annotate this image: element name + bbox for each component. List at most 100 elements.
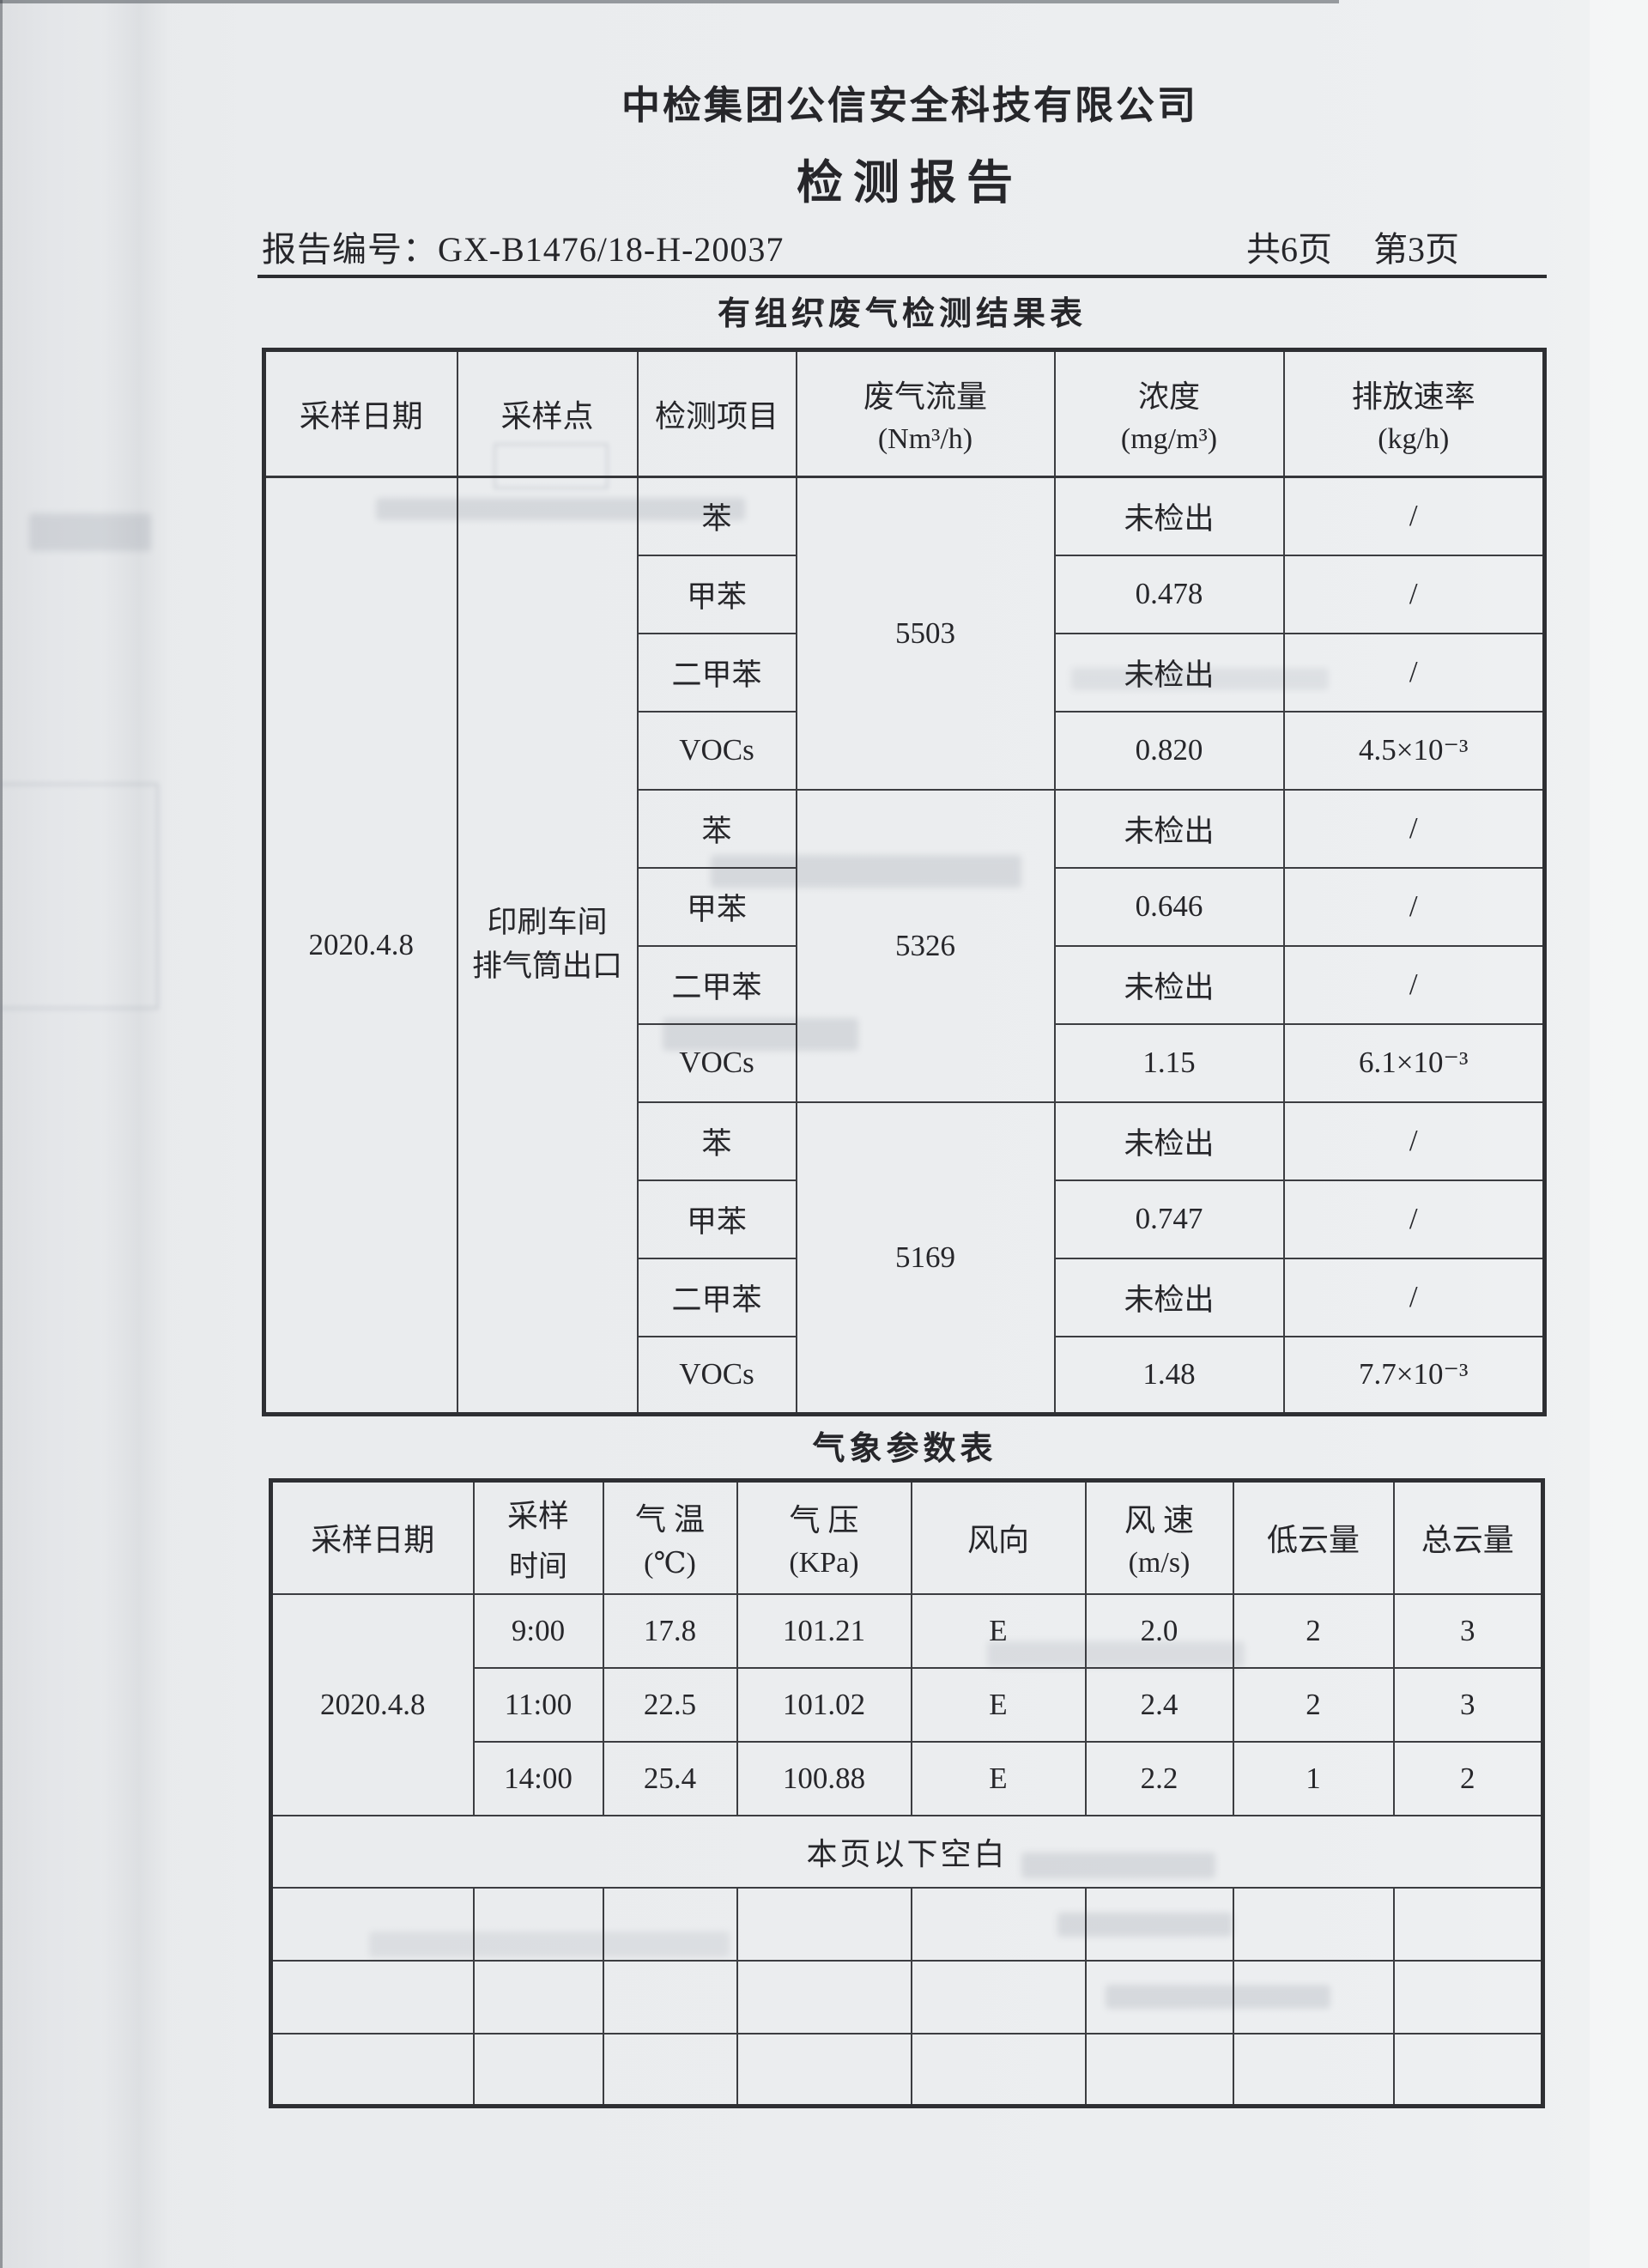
cell-emission-rate: /: [1282, 476, 1546, 556]
cell-emission-rate: /: [1282, 1101, 1546, 1181]
cell-sample-date: 2020.4.8: [270, 1592, 475, 1816]
cell-gas-flow: 5169: [795, 1101, 1056, 1416]
cell-concentration: 1.15: [1053, 1022, 1285, 1103]
cell-air-pressure: 100.88: [736, 1740, 912, 1816]
col-header-gas-flow: 废气流量 (Nm³/h): [795, 349, 1056, 478]
cell-wind-speed: 2.4: [1084, 1666, 1234, 1743]
col-header-low-cloud: 低云量: [1232, 1479, 1395, 1595]
empty-cell: [736, 2032, 912, 2107]
page-right-edge: [1590, 0, 1648, 2268]
cell-test-item: 甲苯: [636, 866, 797, 947]
cell-emission-rate: 4.5×10⁻³: [1282, 710, 1546, 791]
cell-emission-rate: /: [1282, 554, 1546, 634]
cell-emission-rate: /: [1282, 944, 1546, 1025]
page-number: 第3页: [1373, 230, 1459, 269]
weather-parameter-table: 采样日期 采样 时间 气 温 (℃) 气 压 (KPa) 风向 风 速 (m/s) 低云…: [269, 1478, 1545, 2108]
cell-low-cloud: 2: [1232, 1592, 1395, 1669]
cell-test-item: VOCs: [636, 1022, 797, 1103]
cell-test-item: 二甲苯: [636, 632, 797, 713]
gas-table-title: 有组织废气检测结果表: [717, 296, 1087, 332]
col-header-sample-point: 采样点: [456, 349, 639, 478]
table-row: 11:00 22.5 101.02 E 2.4 2 3: [271, 1666, 1544, 1743]
cell-wind-speed: 2.0: [1084, 1592, 1234, 1669]
cell-concentration: 1.48: [1053, 1335, 1285, 1416]
empty-row: [270, 2032, 1544, 2107]
report-title: 检测报告: [797, 157, 1023, 209]
empty-cell: [602, 1959, 738, 2035]
cell-concentration: 0.747: [1053, 1179, 1285, 1259]
report-number-label: 报告编号：: [262, 230, 438, 269]
empty-cell: [472, 1959, 604, 2035]
cell-sample-time: 14:00: [472, 1740, 604, 1816]
table-row: VOCs 1.15 6.1×10⁻³: [264, 1022, 1546, 1103]
cell-test-item: VOCs: [636, 1335, 797, 1416]
cell-air-temp: 22.5: [602, 1666, 738, 1743]
cell-emission-rate: 7.7×10⁻³: [1282, 1335, 1546, 1416]
company-name: 中检集团公信安全科技有限公司: [621, 84, 1198, 127]
empty-row: [270, 1886, 1544, 1962]
cell-concentration: 未检出: [1053, 944, 1285, 1025]
cell-air-temp: 25.4: [602, 1740, 738, 1816]
cell-air-temp: 17.8: [602, 1592, 738, 1669]
scan-speck: [818, 299, 824, 305]
empty-row: [270, 1959, 1544, 2035]
cell-air-pressure: 101.21: [736, 1592, 912, 1669]
cell-total-cloud: 3: [1392, 1666, 1544, 1743]
cell-test-item: 苯: [636, 788, 797, 869]
empty-cell: [270, 2032, 475, 2107]
cell-low-cloud: 2: [1232, 1666, 1395, 1743]
table-row: 二甲苯 未检出 /: [264, 632, 1546, 713]
table-row: 二甲苯 未检出 /: [264, 944, 1546, 1025]
empty-cell: [1392, 2032, 1544, 2107]
cell-wind-speed: 2.2: [1084, 1740, 1234, 1816]
col-header-total-cloud: 总云量: [1392, 1479, 1544, 1595]
cell-emission-rate: /: [1282, 1179, 1546, 1259]
col-header-sample-time: 采样 时间: [472, 1479, 604, 1595]
gas-results-table: 采样日期 采样点 检测项目 废气流量 (Nm³/h) 浓度 (mg/m³) 排放速率…: [262, 348, 1547, 1416]
cell-concentration: 未检出: [1053, 476, 1285, 556]
cell-wind-direction: E: [910, 1740, 1087, 1816]
empty-cell: [1084, 2032, 1234, 2107]
cell-sample-time: 11:00: [472, 1666, 604, 1743]
table-row: 甲苯 0.646 /: [264, 866, 1546, 947]
table-row: 2020.4.8 9:00 17.8 101.21 E 2.0 2 3: [270, 1592, 1544, 1816]
empty-cell: [910, 1959, 1087, 2035]
empty-cell: [472, 1886, 604, 1962]
bleedthrough-artifact: [29, 513, 151, 551]
col-header-wind-direction: 风向: [910, 1479, 1087, 1595]
table-row: 2020.4.8 印刷车间 排气筒出口 苯 5503 未检出 /: [263, 476, 1546, 1416]
empty-cell: [602, 2032, 738, 2107]
cell-wind-direction: E: [910, 1666, 1087, 1743]
empty-cell: [602, 1886, 738, 1962]
col-header-test-item: 检测项目: [636, 349, 797, 478]
blank-note-row: 本页以下空白: [270, 1814, 1544, 1889]
report-number-row: 报告编号：GX-B1476/18-H-20037: [262, 221, 784, 271]
cell-gas-flow: 5326: [795, 788, 1056, 1103]
empty-cell: [1232, 2032, 1395, 2107]
empty-cell: [1232, 1959, 1395, 2035]
header-divider: [258, 275, 1547, 278]
cell-concentration: 未检出: [1053, 788, 1285, 869]
col-header-sample-date: 采样日期: [263, 349, 458, 478]
cell-concentration: 0.646: [1053, 866, 1285, 947]
gas-table-header-row: 采样日期 采样点 检测项目 废气流量 (Nm³/h) 浓度 (mg/m³) 排放速率…: [263, 349, 1546, 478]
empty-cell: [736, 1959, 912, 2035]
col-header-air-temp: 气 温 (℃): [602, 1479, 738, 1595]
blank-note: 本页以下空白: [270, 1814, 1544, 1889]
scan-edge-left: [0, 0, 3, 2268]
cell-concentration: 0.478: [1053, 554, 1285, 634]
cell-concentration: 未检出: [1053, 1257, 1285, 1337]
table-row: 甲苯 0.478 /: [264, 554, 1546, 634]
empty-cell: [736, 1886, 912, 1962]
cell-sample-date: 2020.4.8: [263, 476, 458, 1416]
cell-total-cloud: 2: [1392, 1740, 1544, 1816]
cell-wind-direction: E: [910, 1592, 1087, 1669]
table-row: 苯 5169 未检出 /: [264, 1101, 1546, 1416]
cell-test-item: 苯: [636, 1101, 797, 1181]
cell-test-item: 二甲苯: [636, 1257, 797, 1337]
cell-emission-rate: 6.1×10⁻³: [1282, 1022, 1546, 1103]
table-row: 二甲苯 未检出 /: [264, 1257, 1546, 1337]
empty-cell: [910, 1886, 1087, 1962]
cell-concentration: 0.820: [1053, 710, 1285, 791]
cell-test-item: 苯: [636, 476, 797, 556]
